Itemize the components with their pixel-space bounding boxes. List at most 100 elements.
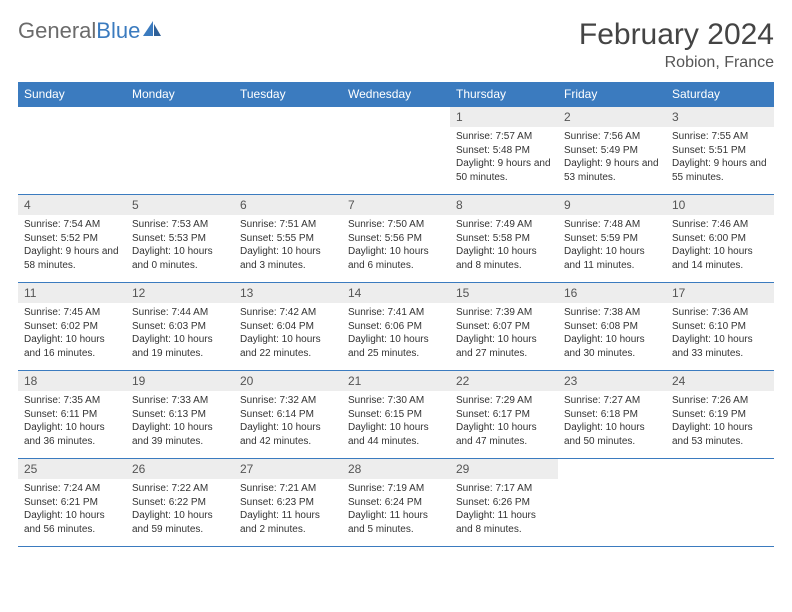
- day-data: Sunrise: 7:21 AMSunset: 6:23 PMDaylight:…: [234, 479, 342, 540]
- day-data: Sunrise: 7:26 AMSunset: 6:19 PMDaylight:…: [666, 391, 774, 452]
- sunrise-line: Sunrise: 7:30 AM: [348, 394, 444, 408]
- sunrise-line: Sunrise: 7:49 AM: [456, 218, 552, 232]
- daylight-line: Daylight: 10 hours and 8 minutes.: [456, 245, 552, 272]
- daylight-line: Daylight: 11 hours and 5 minutes.: [348, 509, 444, 536]
- sunset-line: Sunset: 5:56 PM: [348, 232, 444, 246]
- sunset-line: Sunset: 6:24 PM: [348, 496, 444, 510]
- calendar-cell: 7Sunrise: 7:50 AMSunset: 5:56 PMDaylight…: [342, 195, 450, 283]
- day-data: Sunrise: 7:17 AMSunset: 6:26 PMDaylight:…: [450, 479, 558, 540]
- sunset-line: Sunset: 6:02 PM: [24, 320, 120, 334]
- sail-icon: [140, 19, 164, 44]
- daylight-line: Daylight: 9 hours and 53 minutes.: [564, 157, 660, 184]
- sunset-line: Sunset: 6:22 PM: [132, 496, 228, 510]
- daylight-line: Daylight: 10 hours and 25 minutes.: [348, 333, 444, 360]
- calendar-cell: 1Sunrise: 7:57 AMSunset: 5:48 PMDaylight…: [450, 107, 558, 195]
- calendar-cell: 13Sunrise: 7:42 AMSunset: 6:04 PMDayligh…: [234, 283, 342, 371]
- calendar-cell: 28Sunrise: 7:19 AMSunset: 6:24 PMDayligh…: [342, 459, 450, 547]
- weekday-header: Tuesday: [234, 82, 342, 107]
- weekday-header: Friday: [558, 82, 666, 107]
- day-number: 9: [558, 195, 666, 215]
- daylight-line: Daylight: 10 hours and 36 minutes.: [24, 421, 120, 448]
- calendar-cell: 8Sunrise: 7:49 AMSunset: 5:58 PMDaylight…: [450, 195, 558, 283]
- day-number: 4: [18, 195, 126, 215]
- day-data: Sunrise: 7:33 AMSunset: 6:13 PMDaylight:…: [126, 391, 234, 452]
- sunrise-line: Sunrise: 7:44 AM: [132, 306, 228, 320]
- sunset-line: Sunset: 6:15 PM: [348, 408, 444, 422]
- daylight-line: Daylight: 10 hours and 30 minutes.: [564, 333, 660, 360]
- calendar-cell: 14Sunrise: 7:41 AMSunset: 6:06 PMDayligh…: [342, 283, 450, 371]
- sunset-line: Sunset: 6:19 PM: [672, 408, 768, 422]
- sunrise-line: Sunrise: 7:24 AM: [24, 482, 120, 496]
- calendar-cell: 4Sunrise: 7:54 AMSunset: 5:52 PMDaylight…: [18, 195, 126, 283]
- day-data: Sunrise: 7:55 AMSunset: 5:51 PMDaylight:…: [666, 127, 774, 188]
- day-number: 19: [126, 371, 234, 391]
- sunrise-line: Sunrise: 7:36 AM: [672, 306, 768, 320]
- sunset-line: Sunset: 5:48 PM: [456, 144, 552, 158]
- sunrise-line: Sunrise: 7:19 AM: [348, 482, 444, 496]
- daylight-line: Daylight: 10 hours and 3 minutes.: [240, 245, 336, 272]
- day-number: 15: [450, 283, 558, 303]
- sunset-line: Sunset: 6:11 PM: [24, 408, 120, 422]
- day-data: Sunrise: 7:27 AMSunset: 6:18 PMDaylight:…: [558, 391, 666, 452]
- sunset-line: Sunset: 5:52 PM: [24, 232, 120, 246]
- sunrise-line: Sunrise: 7:42 AM: [240, 306, 336, 320]
- sunset-line: Sunset: 5:59 PM: [564, 232, 660, 246]
- day-data: Sunrise: 7:36 AMSunset: 6:10 PMDaylight:…: [666, 303, 774, 364]
- sunrise-line: Sunrise: 7:22 AM: [132, 482, 228, 496]
- day-number: 29: [450, 459, 558, 479]
- day-number: 2: [558, 107, 666, 127]
- sunrise-line: Sunrise: 7:46 AM: [672, 218, 768, 232]
- day-data: Sunrise: 7:30 AMSunset: 6:15 PMDaylight:…: [342, 391, 450, 452]
- day-data: Sunrise: 7:35 AMSunset: 6:11 PMDaylight:…: [18, 391, 126, 452]
- weekday-header: Wednesday: [342, 82, 450, 107]
- day-data: Sunrise: 7:51 AMSunset: 5:55 PMDaylight:…: [234, 215, 342, 276]
- daylight-line: Daylight: 10 hours and 27 minutes.: [456, 333, 552, 360]
- calendar-cell: 16Sunrise: 7:38 AMSunset: 6:08 PMDayligh…: [558, 283, 666, 371]
- day-number: 20: [234, 371, 342, 391]
- day-data: Sunrise: 7:45 AMSunset: 6:02 PMDaylight:…: [18, 303, 126, 364]
- calendar-cell: [126, 107, 234, 195]
- sunrise-line: Sunrise: 7:50 AM: [348, 218, 444, 232]
- day-data: Sunrise: 7:24 AMSunset: 6:21 PMDaylight:…: [18, 479, 126, 540]
- day-number: 1: [450, 107, 558, 127]
- sunset-line: Sunset: 6:26 PM: [456, 496, 552, 510]
- title-block: February 2024 Robion, France: [579, 18, 774, 72]
- sunrise-line: Sunrise: 7:45 AM: [24, 306, 120, 320]
- sunrise-line: Sunrise: 7:48 AM: [564, 218, 660, 232]
- sunset-line: Sunset: 5:51 PM: [672, 144, 768, 158]
- day-data: Sunrise: 7:56 AMSunset: 5:49 PMDaylight:…: [558, 127, 666, 188]
- weekday-header: Monday: [126, 82, 234, 107]
- day-number: 6: [234, 195, 342, 215]
- day-number: 10: [666, 195, 774, 215]
- weekday-header: Thursday: [450, 82, 558, 107]
- day-data: Sunrise: 7:19 AMSunset: 6:24 PMDaylight:…: [342, 479, 450, 540]
- day-number: 21: [342, 371, 450, 391]
- sunrise-line: Sunrise: 7:39 AM: [456, 306, 552, 320]
- daylight-line: Daylight: 9 hours and 50 minutes.: [456, 157, 552, 184]
- sunrise-line: Sunrise: 7:41 AM: [348, 306, 444, 320]
- sunrise-line: Sunrise: 7:53 AM: [132, 218, 228, 232]
- calendar-row: 4Sunrise: 7:54 AMSunset: 5:52 PMDaylight…: [18, 195, 774, 283]
- page-header: GeneralBlue February 2024 Robion, France: [18, 18, 774, 72]
- calendar-cell: 22Sunrise: 7:29 AMSunset: 6:17 PMDayligh…: [450, 371, 558, 459]
- daylight-line: Daylight: 10 hours and 0 minutes.: [132, 245, 228, 272]
- day-data: Sunrise: 7:44 AMSunset: 6:03 PMDaylight:…: [126, 303, 234, 364]
- location-label: Robion, France: [579, 54, 774, 72]
- calendar-cell: 5Sunrise: 7:53 AMSunset: 5:53 PMDaylight…: [126, 195, 234, 283]
- weekday-header-row: Sunday Monday Tuesday Wednesday Thursday…: [18, 82, 774, 107]
- sunset-line: Sunset: 6:10 PM: [672, 320, 768, 334]
- logo-word-gray: General: [18, 18, 96, 43]
- sunrise-line: Sunrise: 7:32 AM: [240, 394, 336, 408]
- day-data: Sunrise: 7:38 AMSunset: 6:08 PMDaylight:…: [558, 303, 666, 364]
- calendar-cell: [18, 107, 126, 195]
- day-data: Sunrise: 7:32 AMSunset: 6:14 PMDaylight:…: [234, 391, 342, 452]
- day-number: 16: [558, 283, 666, 303]
- day-number: 27: [234, 459, 342, 479]
- daylight-line: Daylight: 9 hours and 55 minutes.: [672, 157, 768, 184]
- day-number: 24: [666, 371, 774, 391]
- sunset-line: Sunset: 6:14 PM: [240, 408, 336, 422]
- calendar-cell: 17Sunrise: 7:36 AMSunset: 6:10 PMDayligh…: [666, 283, 774, 371]
- day-number: 18: [18, 371, 126, 391]
- daylight-line: Daylight: 10 hours and 53 minutes.: [672, 421, 768, 448]
- calendar-cell: 19Sunrise: 7:33 AMSunset: 6:13 PMDayligh…: [126, 371, 234, 459]
